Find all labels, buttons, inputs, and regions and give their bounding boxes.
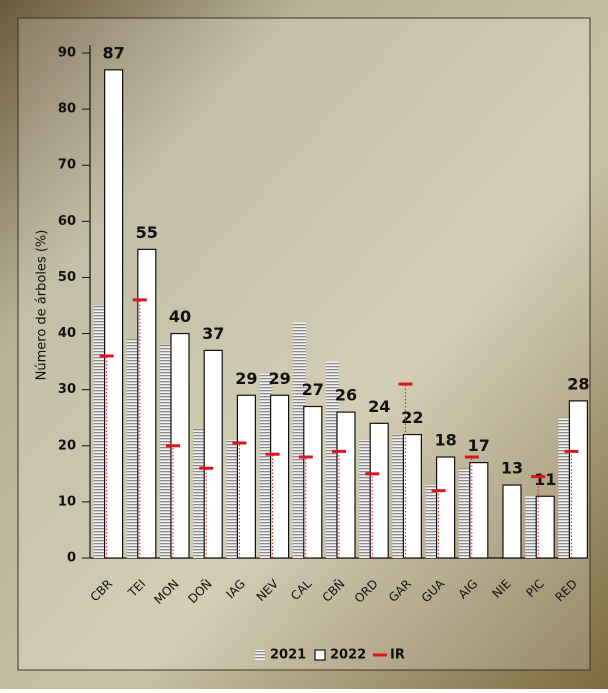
bar-2021 [326,361,339,558]
value-label: 40 [169,307,191,326]
value-label: 26 [335,386,357,405]
bar-2022 [402,433,422,559]
bar-2022 [103,69,124,559]
value-label: 29 [235,369,257,388]
y-axis-label: Número de árboles (%) [35,230,50,381]
value-label: 24 [368,397,390,416]
y-tick-label: 40 [58,326,76,341]
value-label: 13 [501,459,523,478]
bar-2022 [502,484,522,559]
y-tick-label: 0 [67,551,76,566]
bar-2021 [226,440,240,558]
legend-swatch [314,649,326,661]
value-label: 17 [468,436,490,455]
bar-2021 [392,434,406,558]
bar-2021 [93,305,107,558]
bar-2022 [568,400,589,559]
y-tick-label: 70 [58,158,76,173]
y-tick-label: 90 [58,46,76,61]
value-label: 22 [401,408,423,427]
bar-2021 [359,440,373,558]
bar-2021 [425,485,439,558]
y-tick-label: 20 [58,438,76,453]
bar-2022 [303,405,323,559]
value-label: 28 [567,374,589,393]
bar-2022 [270,394,290,559]
value-label: 87 [102,43,124,62]
bar-2021 [525,496,539,558]
bar-2022 [137,248,157,559]
y-tick-label: 80 [58,102,76,117]
legend-label: 2022 [330,648,366,663]
bar-2022 [469,462,489,559]
value-label: 37 [202,324,224,343]
bar-2022 [436,456,456,559]
value-label: 29 [268,369,290,388]
legend-swatch [255,650,265,660]
value-label: 27 [302,380,324,399]
bar-2021 [259,372,273,558]
bar-2022 [236,394,256,559]
bar-2022 [535,495,555,559]
bar-2021 [458,468,472,558]
legend-label: 2021 [270,648,306,663]
legend-label: IR [390,648,405,663]
value-label: 18 [434,431,456,450]
value-label: 55 [136,223,158,242]
value-label: 11 [534,470,556,489]
bar-2021 [193,428,207,558]
y-tick-label: 30 [58,382,76,397]
bar-2022 [336,411,356,559]
bar-2022 [369,422,389,559]
y-tick-label: 50 [58,270,76,285]
y-tick-label: 60 [58,214,76,229]
bar-2021 [126,339,140,558]
bar-2021 [160,344,173,558]
bar-2022 [203,349,223,559]
bar-2021 [292,322,306,558]
y-tick-label: 10 [58,494,76,509]
